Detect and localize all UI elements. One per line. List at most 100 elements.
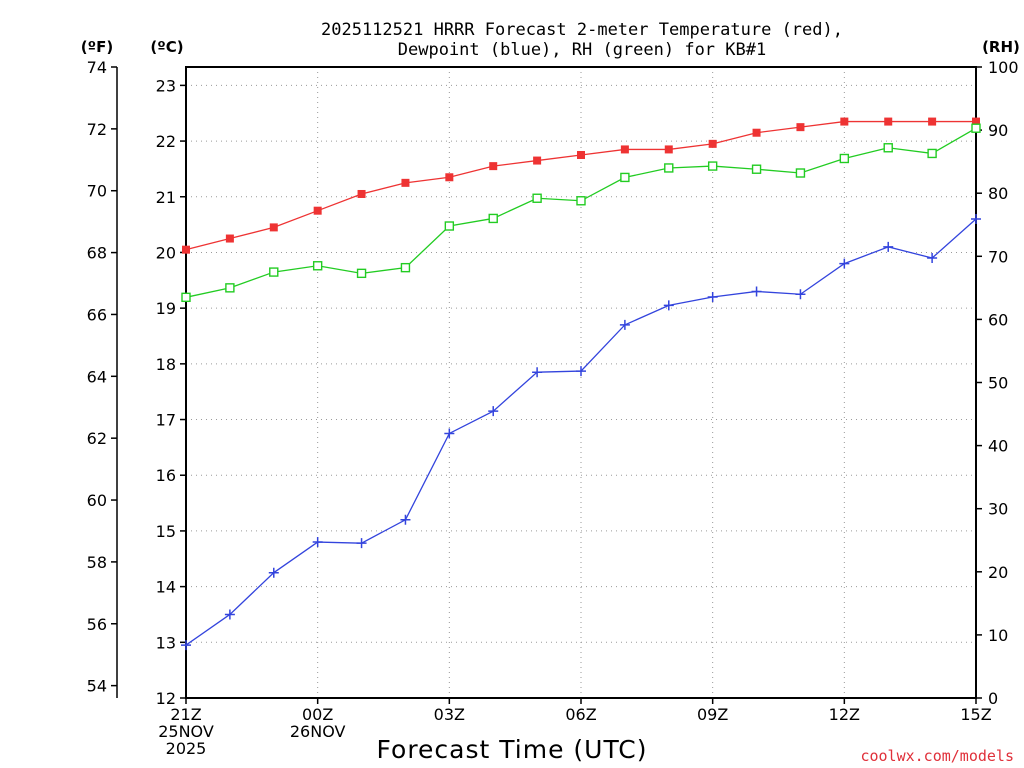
2-meter-temperature-point: [928, 117, 937, 126]
2-meter-temperature-point: [620, 145, 629, 154]
rh-tick-label: 50: [988, 374, 1008, 393]
2-meter-temperature-point: [401, 178, 410, 187]
rh-tick-label: 30: [988, 500, 1008, 519]
grid-lines: [186, 67, 976, 698]
2-meter-temperature-point: [489, 162, 498, 171]
rh-tick-label: 100: [988, 58, 1019, 77]
2-meter-temperature-point: [182, 245, 190, 254]
dewpoint-point: [576, 366, 586, 377]
rh-point: [225, 283, 235, 293]
celsius-axis-label: (ºC): [150, 38, 183, 56]
fahrenheit-tick-label: 64: [87, 367, 107, 386]
2-meter-temperature-point: [313, 206, 322, 215]
2-meter-temperature-point: [708, 139, 717, 148]
rh-point: [971, 123, 981, 133]
2-meter-temperature-point: [796, 123, 805, 132]
2-meter-temperature-point: [884, 117, 893, 126]
rh-point: [356, 268, 367, 279]
fahrenheit-tick-label: 66: [87, 305, 107, 324]
rh-tick-label: 0: [988, 689, 998, 708]
fahrenheit-axis-label: (ºF): [81, 38, 113, 56]
x-tick-label: 25NOV: [158, 722, 214, 741]
celsius-tick-label: 13: [156, 633, 176, 652]
x-axis-label: Forecast Time (UTC): [377, 735, 648, 764]
dewpoint-point: [444, 428, 455, 439]
2-meter-temperature-point: [577, 150, 585, 159]
dewpoint-point: [795, 289, 806, 300]
dewpoint-point: [312, 537, 323, 548]
axes: 54 56 58 60 62 64 66 68 70 72 74 12 13 14 15 16 17 18 19 20…: [87, 58, 1019, 758]
fahrenheit-tick-label: 68: [87, 244, 107, 263]
dewpoint-point: [268, 567, 279, 578]
rh-tick-label: 80: [988, 184, 1008, 203]
fahrenheit-tick-label: 74: [87, 58, 107, 77]
rh-point: [927, 148, 937, 159]
x-tick-label: 21Z: [170, 705, 201, 724]
x-tick-label: 06Z: [565, 705, 596, 724]
rh-point: [576, 196, 586, 206]
celsius-tick-label: 19: [156, 299, 176, 318]
fahrenheit-tick-label: 70: [87, 182, 107, 201]
x-tick-label: 15Z: [960, 705, 991, 724]
rh-point: [883, 143, 893, 153]
x-tick-label: 2025: [166, 739, 207, 758]
celsius-tick-label: 20: [156, 243, 176, 262]
rh-point: [707, 161, 718, 171]
fahrenheit-tick-label: 62: [87, 429, 107, 448]
rh-point: [444, 221, 455, 231]
data-series: [181, 117, 981, 651]
x-tick-label: 09Z: [697, 705, 728, 724]
dewpoint-point: [400, 514, 411, 525]
dewpoint-point: [532, 367, 543, 378]
2-meter-temperature-point: [840, 117, 849, 126]
rh-tick-label: 20: [988, 563, 1008, 582]
rh-point: [532, 193, 542, 203]
x-tick-label: 03Z: [434, 705, 465, 724]
rh-point: [488, 213, 498, 224]
fahrenheit-tick-label: 54: [87, 677, 107, 696]
rh-tick-label: 10: [988, 626, 1008, 645]
rh-point: [839, 153, 850, 164]
2-meter-temperature-point: [225, 234, 234, 243]
celsius-tick-label: 23: [156, 76, 176, 95]
rh-tick-label: 60: [988, 310, 1008, 329]
dewpoint-point: [927, 253, 938, 264]
dewpoint-point: [971, 214, 981, 225]
2-meter-temperature-point: [445, 173, 454, 182]
rh-axis-label: (RH): [982, 38, 1020, 56]
x-tick-label: 26NOV: [290, 722, 346, 741]
dewpoint-point: [181, 640, 191, 651]
rh-tick-label: 70: [988, 247, 1008, 266]
rh-point: [400, 262, 411, 273]
celsius-tick-label: 16: [156, 466, 176, 485]
celsius-tick-label: 22: [156, 132, 176, 151]
fahrenheit-tick-label: 56: [87, 615, 107, 634]
rh-point: [664, 163, 674, 173]
2-meter-temperature-point: [664, 145, 673, 154]
fahrenheit-tick-label: 58: [87, 553, 107, 572]
celsius-tick-label: 12: [156, 689, 176, 708]
rh-point: [751, 164, 762, 174]
x-tick-label: 12Z: [829, 705, 860, 724]
chart-title-line1: 2025112521 HRRR Forecast 2-meter Tempera…: [321, 20, 843, 40]
celsius-tick-label: 17: [156, 411, 176, 430]
rh-tick-label: 40: [988, 437, 1008, 456]
credit-text: coolwx.com/models: [860, 747, 1014, 765]
celsius-tick-label: 14: [156, 578, 176, 597]
dewpoint-point: [619, 319, 630, 330]
dewpoint-point: [488, 406, 499, 417]
dewpoint-point: [663, 300, 674, 311]
fahrenheit-tick-label: 72: [87, 120, 107, 139]
fahrenheit-tick-label: 60: [87, 491, 107, 510]
celsius-tick-label: 15: [156, 522, 176, 541]
dewpoint-point: [356, 538, 367, 549]
dewpoint-point: [883, 241, 894, 252]
rh-point: [269, 267, 279, 277]
rh-point: [620, 172, 630, 183]
chart-title-line2: Dewpoint (blue), RH (green) for KB#1: [398, 40, 766, 60]
2-meter-temperature-point: [357, 189, 366, 198]
celsius-tick-label: 18: [156, 355, 176, 374]
2-meter-temperature-point: [972, 117, 980, 126]
dewpoint-point: [839, 258, 850, 269]
